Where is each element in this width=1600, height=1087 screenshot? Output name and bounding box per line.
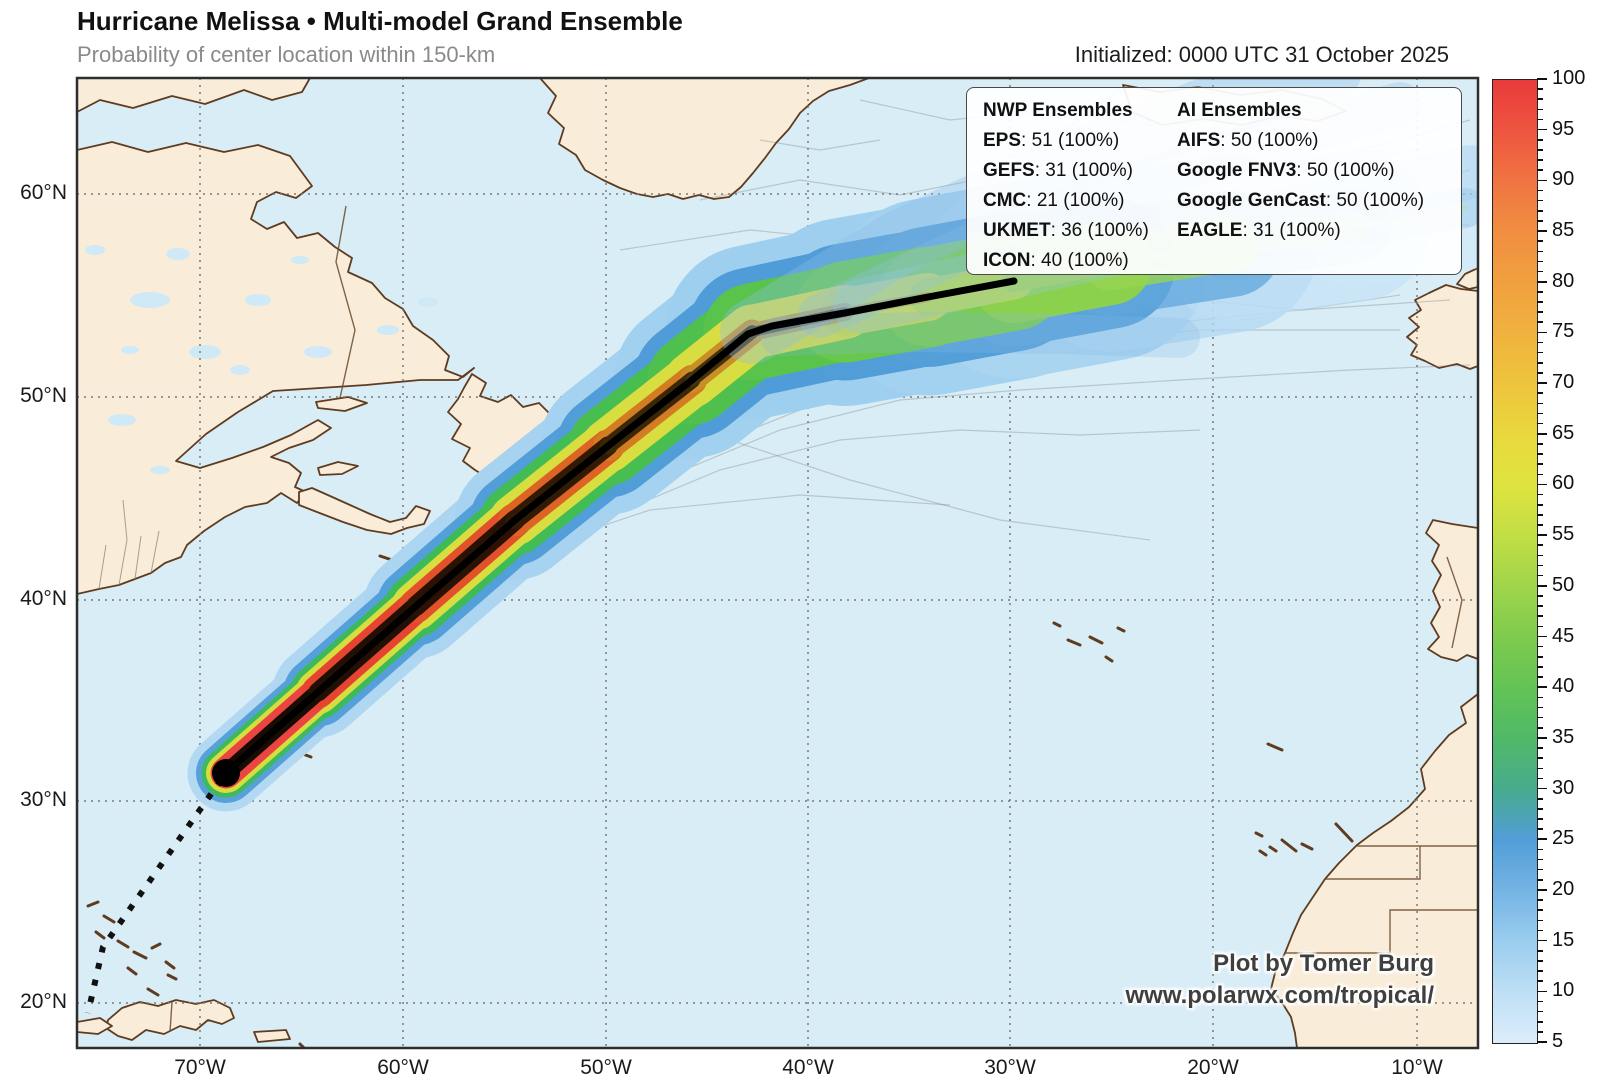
legend-header-ai: AI Ensembles <box>1177 100 1302 121</box>
colorbar-tick-label: 10 <box>1552 979 1575 1002</box>
legend-item-ukmet: UKMET: 36 (100%) <box>983 220 1149 241</box>
land-anticosti-island <box>315 396 368 412</box>
past-track-dotted-line <box>85 778 224 1014</box>
attribution-line1: Plot by Tomer Burg <box>1213 950 1434 977</box>
land-ireland <box>1406 284 1478 370</box>
attribution-line2: www.polarwx.com/tropical/ <box>1125 982 1434 1009</box>
colorbar <box>1492 79 1538 1044</box>
colorbar-tick-label: 25 <box>1552 827 1575 850</box>
initialized-timestamp: Initialized: 0000 UTC 31 October 2025 <box>1074 42 1449 67</box>
lat-label-60°N: 60°N <box>20 181 67 204</box>
land-baffin <box>77 78 311 113</box>
land-prince-edward-island <box>317 461 359 476</box>
ensemble-legend: NWP Ensembles EPS: 51 (100%) GEFS: 31 (10… <box>966 87 1462 275</box>
legend-item-cmc: CMC: 21 (100%) <box>983 190 1125 211</box>
page-subtitle: Probability of center location within 15… <box>77 42 496 67</box>
legend-item-gefs: GEFS: 31 (100%) <box>983 160 1133 181</box>
colorbar-tick-label: 75 <box>1552 320 1575 343</box>
colorbar-tick-label: 35 <box>1552 725 1575 748</box>
legend-item-eagle: EAGLE: 31 (100%) <box>1177 220 1341 241</box>
colorbar-tick-label: 15 <box>1552 928 1575 951</box>
colorbar-tick-label: 85 <box>1552 219 1575 242</box>
lat-label-50°N: 50°N <box>20 384 67 407</box>
legend-col-ai: AI Ensembles AIFS: 50 (100%) Google FNV3:… <box>1177 96 1457 246</box>
colorbar-tick-label: 50 <box>1552 573 1575 596</box>
lon-label-60°W: 60°W <box>377 1056 429 1079</box>
lat-label-30°N: 30°N <box>20 788 67 811</box>
colorbar-tick-label: 90 <box>1552 168 1575 191</box>
lon-label-40°W: 40°W <box>782 1056 834 1079</box>
legend-item-eps: EPS: 51 (100%) <box>983 130 1120 151</box>
legend-item-icon: ICON: 40 (100%) <box>983 250 1129 271</box>
lon-label-50°W: 50°W <box>580 1056 632 1079</box>
land-scotland-fragment <box>1456 267 1478 290</box>
legend-col-nwp: NWP Ensembles EPS: 51 (100%) GEFS: 31 (10… <box>983 96 1178 276</box>
legend-item-google-gencast: Google GenCast: 50 (100%) <box>1177 190 1425 211</box>
page-title: Hurricane Melissa • Multi-model Grand En… <box>77 6 683 36</box>
colorbar-tick-label: 55 <box>1552 523 1575 546</box>
lon-label-70°W: 70°W <box>174 1056 226 1079</box>
lon-label-20°W: 20°W <box>1187 1056 1239 1079</box>
legend-header-nwp: NWP Ensembles <box>983 100 1133 121</box>
lon-label-10°W: 10°W <box>1391 1056 1443 1079</box>
land-greenland <box>539 78 870 200</box>
current-position-dot <box>212 759 240 787</box>
colorbar-tick-label: 45 <box>1552 624 1575 647</box>
land-nova-scotia <box>298 487 431 535</box>
lat-label-40°N: 40°N <box>20 587 67 610</box>
colorbar-tick-label: 30 <box>1552 776 1575 799</box>
colorbar-tick-label: 20 <box>1552 877 1575 900</box>
colorbar-tick-label: 5 <box>1552 1030 1564 1052</box>
colorbar-tick-label: 40 <box>1552 675 1575 698</box>
land-iberia <box>1425 519 1478 662</box>
ensemble-mean-track-line <box>222 277 1018 777</box>
land-hispaniola <box>105 999 235 1041</box>
colorbar-tick-label: 60 <box>1552 472 1575 495</box>
land-cuba-tip <box>77 1017 113 1035</box>
lon-label-30°W: 30°W <box>984 1056 1036 1079</box>
lat-label-20°N: 20°N <box>20 990 67 1013</box>
legend-item-aifs: AIFS: 50 (100%) <box>1177 130 1319 151</box>
colorbar-tick-label: 100 <box>1552 67 1586 89</box>
colorbar-tick-label: 80 <box>1552 269 1575 292</box>
colorbar-tick-label: 65 <box>1552 421 1575 444</box>
colorbar-tick-label: 95 <box>1552 117 1575 140</box>
legend-item-google-fnv3: Google FNV3: 50 (100%) <box>1177 160 1395 181</box>
colorbar-tick-label: 70 <box>1552 371 1575 394</box>
land-puerto-rico <box>253 1029 291 1043</box>
